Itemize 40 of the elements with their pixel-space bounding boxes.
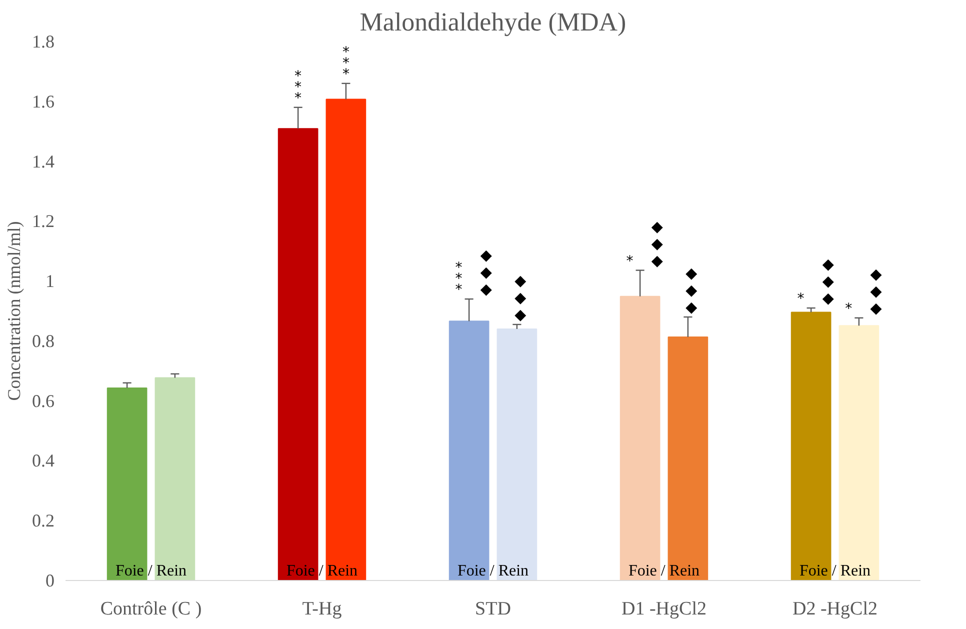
- x-tick-label: D1 -HgCl2: [622, 598, 706, 620]
- data-label: ***: [294, 68, 302, 106]
- bar: [668, 336, 708, 580]
- x-tick-label: D2 -HgCl2: [792, 598, 878, 620]
- bar: [496, 328, 538, 580]
- y-tick-label: 0.2: [32, 510, 54, 531]
- annotation: Foie / Rein: [457, 562, 529, 580]
- y-tick-label: 1.4: [32, 151, 54, 172]
- bar: [106, 387, 148, 580]
- text: *◆◆◆: [797, 255, 834, 308]
- y-tick-label: 0: [46, 570, 54, 590]
- y-tick-label: 1.2: [32, 211, 54, 232]
- data-label: ◆◆◆: [686, 264, 698, 316]
- y-tick-label: 1: [46, 271, 54, 292]
- annotation: Foie / Rein: [286, 562, 358, 580]
- bar: [154, 377, 196, 580]
- bar: [326, 98, 366, 580]
- text: *◆◆◆: [626, 217, 663, 270]
- x-tick-label: Contrôle (C ): [100, 598, 202, 620]
- bar: [790, 312, 832, 580]
- y-tick-label: 0.6: [32, 390, 54, 411]
- bar: [448, 320, 490, 580]
- text: *◆◆◆: [845, 264, 882, 317]
- annotation: Foie / Rein: [115, 562, 187, 580]
- y-tick-label: 0.8: [32, 330, 54, 351]
- data-label: ◆◆◆: [514, 271, 527, 324]
- y-axis-title: Concentration (nmol/ml): [4, 221, 24, 401]
- data-label: ***: [342, 44, 350, 82]
- y-tick-label: 1.6: [32, 91, 54, 112]
- annotation: Foie / Rein: [628, 562, 700, 580]
- chart-title: Malondialdehyde (MDA): [360, 8, 626, 36]
- annotation: Foie / Rein: [799, 562, 871, 580]
- x-tick-label: T-Hg: [302, 598, 342, 620]
- bar: [278, 128, 318, 580]
- text: ***◆◆◆: [455, 246, 492, 298]
- bar: [620, 296, 660, 580]
- y-tick-label: 1.8: [32, 32, 54, 52]
- y-tick-label: 0.4: [32, 450, 54, 471]
- bar: [838, 325, 880, 580]
- x-tick-label: STD: [475, 598, 511, 620]
